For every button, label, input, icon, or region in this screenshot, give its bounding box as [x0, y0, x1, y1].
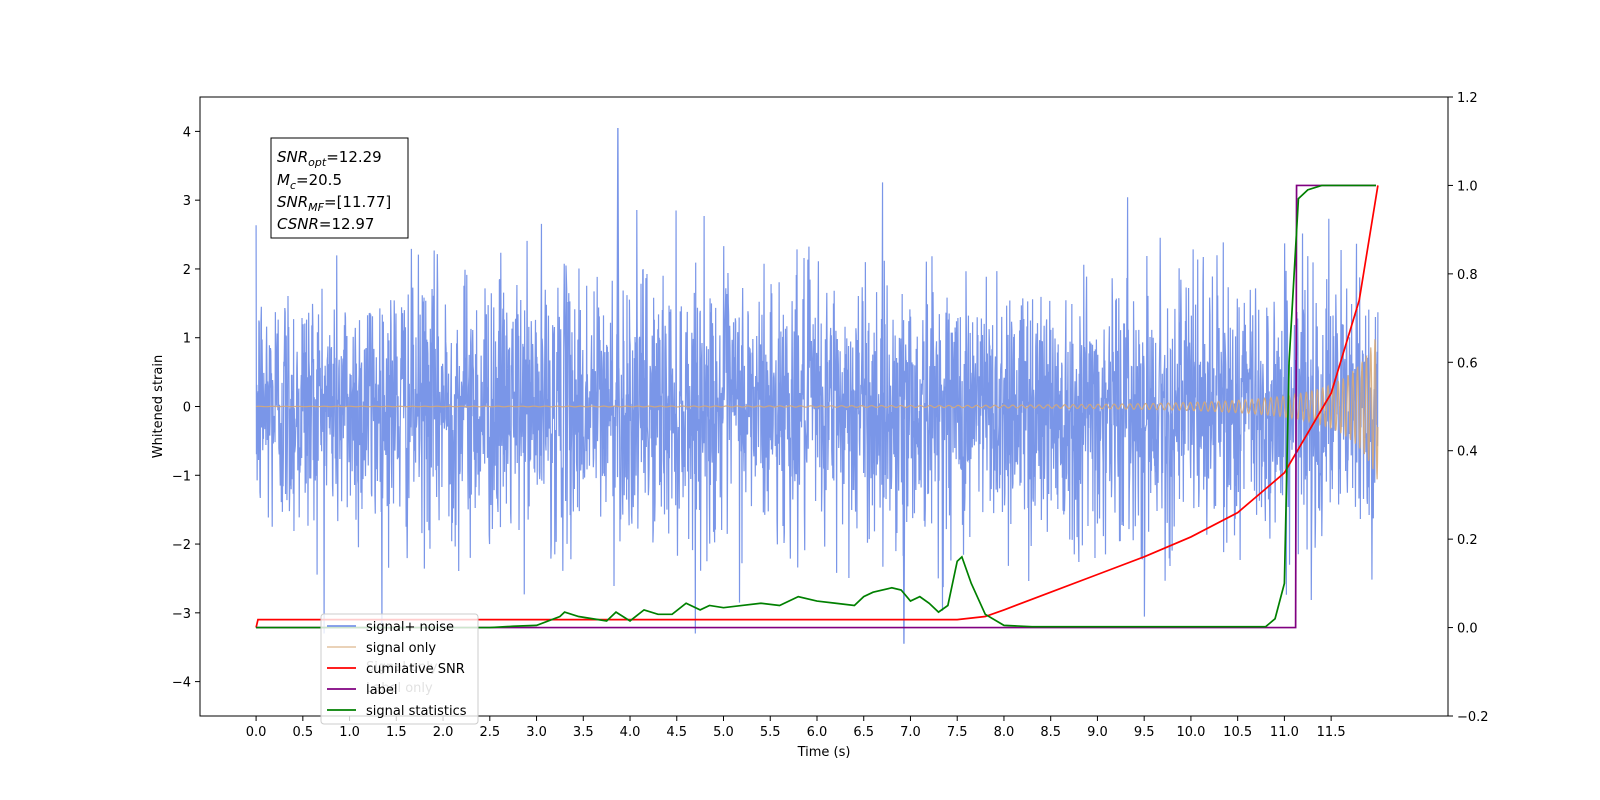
x-tick-label: 1.5 — [386, 725, 407, 740]
series-signal-noise-trough — [902, 406, 906, 644]
y-tick-label: 4 — [183, 125, 191, 140]
x-tick-label: 8.0 — [994, 725, 1015, 740]
plot-area — [255, 127, 1379, 644]
legend-label: cumilative SNR — [366, 662, 465, 677]
series-signal-noise — [255, 182, 1379, 634]
annotation-box — [270, 137, 409, 239]
x-tick-label: 6.5 — [853, 725, 874, 740]
x-tick-label: 4.0 — [620, 725, 641, 740]
y2-tick-label: 0.0 — [1457, 622, 1478, 637]
x-tick-label: 11.5 — [1317, 725, 1346, 740]
x-tick-label: 0.0 — [246, 725, 267, 740]
legend-label: label — [366, 683, 397, 698]
y2-tick-label: 0.8 — [1457, 268, 1478, 283]
x-tick-label: 4.5 — [666, 725, 687, 740]
x-axis: 0.0 0.5 1.0 1.5 2.0 2.5 3.0 3.5 4.0 4.5 5.0 5.5 6.0 6… — [246, 716, 1346, 760]
y-axis-label: Whitened strain — [151, 355, 166, 458]
y-axis-left: 4 3 2 1 0 −1 −2 −3 −4 Whitened strain — [151, 125, 200, 691]
x-tick-label: 2.0 — [433, 725, 454, 740]
y-tick-label: −2 — [172, 538, 191, 553]
y2-tick-label: 1.2 — [1457, 91, 1478, 106]
stats-annotation: SNRopt=12.29Mc=20.5SNRMF=[11.77]CSNR=12.… — [270, 137, 409, 239]
series-signal-only — [256, 339, 1379, 480]
y-tick-label: 2 — [183, 263, 191, 278]
x-tick-label: 3.5 — [573, 725, 594, 740]
y2-tick-label: −0.2 — [1457, 710, 1489, 725]
annotation-snr-mf: SNRMF=[11.77] — [277, 193, 391, 214]
y2-tick-label: 1.0 — [1457, 179, 1478, 194]
x-tick-label: 3.0 — [526, 725, 547, 740]
legend-label: signal only — [366, 641, 436, 656]
x-tick-label: 9.5 — [1134, 725, 1155, 740]
series-signal-noise-peak — [616, 127, 620, 407]
x-tick-label: 10.5 — [1223, 725, 1252, 740]
y-tick-label: −4 — [172, 676, 191, 691]
annotation-snr-opt: SNRopt=12.29 — [277, 148, 382, 169]
y-tick-label: 3 — [183, 194, 191, 209]
x-tick-label: 5.0 — [713, 725, 734, 740]
y2-tick-label: 0.2 — [1457, 533, 1478, 548]
x-tick-label: 1.0 — [339, 725, 360, 740]
x-tick-label: 6.0 — [807, 725, 828, 740]
series-signal-statistics — [256, 184, 1377, 629]
y2-tick-label: 0.6 — [1457, 356, 1478, 371]
annotation-csnr: CSNR=12.97 — [277, 215, 374, 233]
x-axis-label: Time (s) — [797, 745, 851, 760]
legend-label: signal statistics — [366, 704, 467, 719]
x-tick-label: 7.0 — [900, 725, 921, 740]
y-tick-label: 1 — [183, 332, 191, 347]
y-tick-label: 0 — [183, 401, 191, 416]
legend-box — [320, 613, 479, 725]
x-tick-label: 10.0 — [1176, 725, 1205, 740]
x-tick-label: 11.0 — [1270, 725, 1299, 740]
annotation-mc: Mc=20.5 — [277, 171, 342, 192]
x-tick-label: 8.5 — [1040, 725, 1061, 740]
series-cumilative-snr — [255, 185, 1379, 628]
y-tick-label: −3 — [172, 607, 191, 622]
y-tick-label: −1 — [172, 469, 191, 484]
x-tick-label: 0.5 — [292, 725, 313, 740]
legend: Signal onlyLabel onlysignal+ noisesignal… — [320, 613, 479, 725]
x-tick-label: 5.5 — [760, 725, 781, 740]
legend-label: signal+ noise — [366, 620, 454, 635]
x-tick-label: 7.5 — [947, 725, 968, 740]
y-axis-right: 1.2 1.0 0.8 0.6 0.4 0.2 0.0 −0.2 — [1448, 91, 1489, 725]
y2-tick-label: 0.4 — [1457, 445, 1478, 460]
x-tick-label: 9.0 — [1087, 725, 1108, 740]
x-tick-label: 2.5 — [479, 725, 500, 740]
